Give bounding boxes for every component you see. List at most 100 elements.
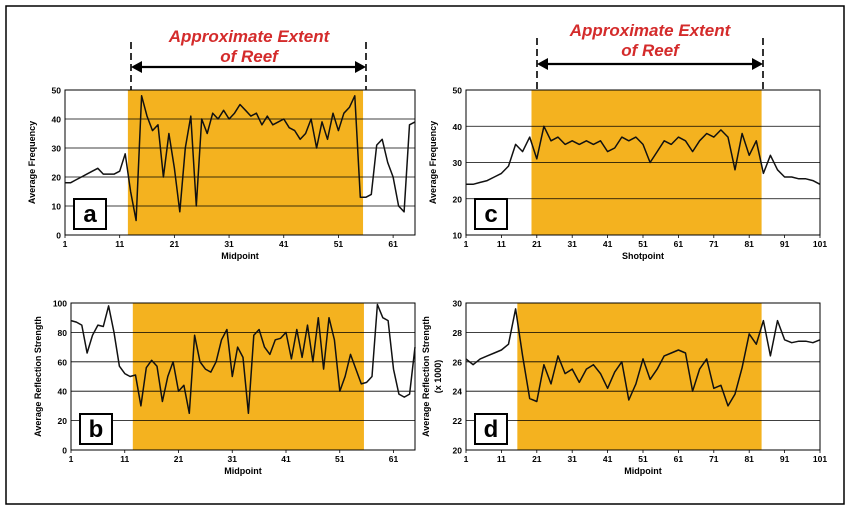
y-tick-label: 0 xyxy=(62,446,67,456)
x-tick-label: 21 xyxy=(532,239,542,249)
x-axis-label: Midpoint xyxy=(224,466,262,476)
y-axis-label: Average Frequency xyxy=(27,121,37,204)
y-tick-label: 40 xyxy=(453,122,463,132)
x-tick-label: 11 xyxy=(497,239,506,249)
x-axis-label: Shotpoint xyxy=(622,251,664,261)
y-tick-label: 50 xyxy=(453,86,463,96)
x-tick-label: 61 xyxy=(674,454,684,464)
y-tick-label: 30 xyxy=(453,158,463,168)
y-tick-label: 60 xyxy=(58,357,68,367)
x-tick-label: 1 xyxy=(464,239,469,249)
series-line xyxy=(465,308,821,407)
y-tick-label: 22 xyxy=(453,416,463,426)
y-tick-label: 28 xyxy=(453,328,463,338)
plot-area-border xyxy=(64,89,416,236)
x-tick-label: 21 xyxy=(532,454,542,464)
y-tick-label: 10 xyxy=(453,231,463,241)
x-tick-label: 11 xyxy=(115,239,124,249)
series-line xyxy=(70,303,416,415)
x-tick-label: 31 xyxy=(567,454,577,464)
reef-extent-band xyxy=(132,303,364,450)
y-axis-label: Average Frequency xyxy=(428,121,438,204)
panel-label-box xyxy=(474,413,508,445)
reef-extent-band xyxy=(127,90,364,235)
panel-label: b xyxy=(89,416,104,443)
annotation-left: Approximate Extent of Reef xyxy=(130,27,367,90)
x-tick-label: 1 xyxy=(464,454,469,464)
x-tick-label: 21 xyxy=(174,454,184,464)
x-tick-label: 31 xyxy=(567,239,577,249)
panel-label-box xyxy=(474,198,508,230)
x-tick-label: 101 xyxy=(813,454,827,464)
reef-extent-band xyxy=(517,303,762,450)
y-tick-label: 30 xyxy=(453,299,463,309)
series-line xyxy=(466,125,821,186)
panel-label: a xyxy=(83,201,97,228)
panel-label: d xyxy=(484,416,499,443)
annotation-left-arrowhead-start xyxy=(131,61,142,73)
x-axis-label: Midpoint xyxy=(221,251,259,261)
x-tick-label: 21 xyxy=(170,239,180,249)
x-tick-label: 61 xyxy=(389,454,399,464)
y-tick-label: 0 xyxy=(56,231,61,241)
y-axis-label: Average Reflection Strength xyxy=(421,316,431,437)
x-tick-label: 71 xyxy=(709,239,719,249)
y-tick-label: 20 xyxy=(453,194,463,204)
annotation-right-line2: of Reef xyxy=(621,41,681,60)
series-line xyxy=(65,95,416,222)
x-tick-label: 91 xyxy=(780,454,790,464)
panel-label-box xyxy=(79,413,113,445)
x-tick-label: 31 xyxy=(224,239,234,249)
x-tick-label: 51 xyxy=(335,454,345,464)
annotation-left-line2: of Reef xyxy=(220,47,280,66)
y-tick-label: 20 xyxy=(52,173,62,183)
x-tick-label: 71 xyxy=(709,454,719,464)
annotation-left-line1: Approximate Extent xyxy=(168,27,331,46)
x-tick-label: 61 xyxy=(674,239,684,249)
x-tick-label: 51 xyxy=(334,239,344,249)
x-tick-label: 61 xyxy=(388,239,398,249)
x-tick-label: 81 xyxy=(744,454,754,464)
panel-label: c xyxy=(484,201,497,228)
x-tick-label: 11 xyxy=(120,454,129,464)
annotation-right-line1: Approximate Extent xyxy=(569,21,732,40)
x-tick-label: 91 xyxy=(780,239,790,249)
plot-area-border xyxy=(465,89,821,236)
annotation-left-arrowhead-end xyxy=(355,61,366,73)
y-tick-label: 80 xyxy=(58,328,68,338)
x-tick-label: 41 xyxy=(279,239,289,249)
y-tick-label: 40 xyxy=(52,115,62,125)
x-tick-label: 41 xyxy=(603,239,613,249)
y-tick-label: 20 xyxy=(58,416,68,426)
y-tick-label: 10 xyxy=(52,202,62,212)
y-tick-label: 100 xyxy=(53,299,67,309)
plot-area-border xyxy=(465,302,821,451)
y-axis-label: Average Reflection Strength xyxy=(33,316,43,437)
y-tick-label: 30 xyxy=(52,144,62,154)
x-tick-label: 51 xyxy=(638,239,648,249)
panel-label-box xyxy=(73,198,107,230)
x-tick-label: 101 xyxy=(813,239,827,249)
y-axis-label-units: (x 1000) xyxy=(433,360,443,394)
x-tick-label: 11 xyxy=(497,454,506,464)
y-tick-label: 40 xyxy=(58,387,68,397)
annotation-right: Approximate Extent of Reef xyxy=(536,21,764,90)
x-tick-label: 1 xyxy=(69,454,74,464)
x-tick-label: 41 xyxy=(281,454,291,464)
plot-area-border xyxy=(70,302,416,451)
x-tick-label: 1 xyxy=(63,239,68,249)
annotation-right-arrowhead-end xyxy=(752,58,763,70)
annotation-right-arrowhead-start xyxy=(537,58,548,70)
x-tick-label: 51 xyxy=(638,454,648,464)
y-tick-label: 20 xyxy=(453,446,463,456)
x-tick-label: 31 xyxy=(228,454,238,464)
x-axis-label: Midpoint xyxy=(624,466,662,476)
x-tick-label: 41 xyxy=(603,454,613,464)
y-tick-label: 50 xyxy=(52,86,62,96)
